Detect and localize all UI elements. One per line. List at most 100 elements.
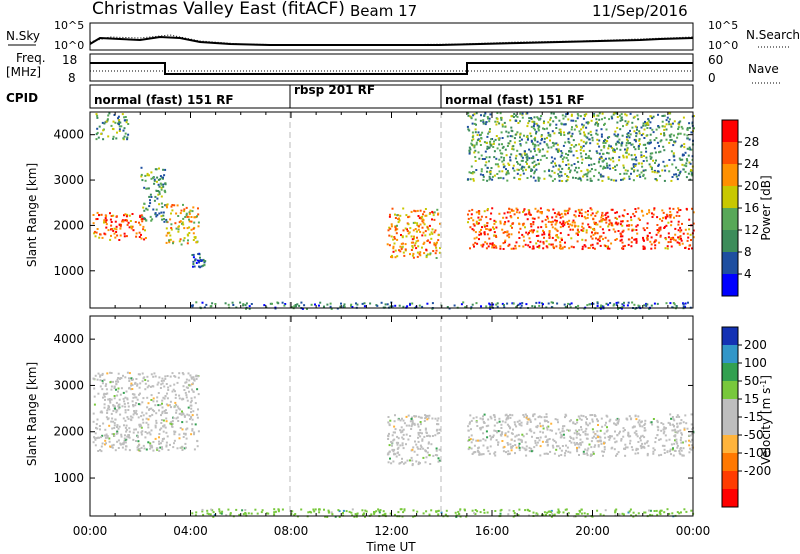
- scatter-cell-1: [162, 177, 164, 180]
- scatter-cell-8: [516, 149, 519, 152]
- scatter-cell-8: [530, 168, 533, 171]
- scatter-cell-7: [669, 238, 672, 241]
- scatter-cell-0: [99, 449, 102, 451]
- scatter-cell-8: [614, 134, 617, 137]
- scatter-cell-0: [121, 219, 124, 222]
- scatter-cell-1: [394, 453, 397, 456]
- scatter-cell-0: [172, 417, 175, 420]
- scatter-cell-0: [112, 404, 115, 407]
- scatter-cell-8: [601, 179, 604, 182]
- power-y-axis-label: Slant Range [km]: [25, 163, 39, 267]
- scatter-cell-7: [630, 216, 632, 219]
- scatter-cell-7: [570, 245, 573, 248]
- scatter-cell-8: [516, 131, 519, 134]
- scatter-cell-3: [550, 510, 552, 513]
- scatter-cell-0: [166, 435, 169, 438]
- scatter-cell-3: [379, 509, 382, 512]
- scatter-cell-4: [191, 254, 194, 256]
- scatter-cell-5: [480, 305, 482, 308]
- scatter-cell-1: [144, 179, 147, 182]
- scatter-cell-3: [338, 516, 341, 518]
- scatter-cell-7: [652, 213, 655, 216]
- scatter-cell-8: [618, 159, 621, 162]
- scatter-cell-2: [184, 216, 187, 218]
- scatter-cell-2: [509, 426, 512, 429]
- scatter-cell-8: [649, 165, 652, 168]
- scatter-cell-2: [598, 439, 601, 442]
- scatter-cell-0: [113, 227, 116, 230]
- scatter-cell-2: [500, 434, 503, 437]
- scatter-cell-8: [590, 168, 593, 170]
- scatter-cell-1: [158, 212, 161, 215]
- scatter-cell-7: [583, 215, 586, 218]
- scatter-cell-7: [648, 211, 651, 214]
- scatter-cell-1: [402, 462, 405, 465]
- scatter-cell-8: [655, 159, 657, 162]
- scatter-cell-8: [640, 126, 643, 129]
- scatter-cell-2: [599, 436, 602, 439]
- scatter-cell-6: [412, 229, 415, 232]
- scatter-cell-7: [577, 233, 579, 236]
- scatter-cell-2: [679, 439, 682, 442]
- scatter-cell-1: [421, 439, 424, 442]
- scatter-cell-8: [522, 169, 524, 172]
- scatter-cell-2: [493, 452, 496, 455]
- scatter-cell-2: [673, 419, 676, 422]
- scatter-cell-0: [154, 437, 157, 440]
- scatter-cell-2: [568, 429, 571, 432]
- scatter-cell-8: [627, 120, 630, 123]
- scatter-cell-1: [437, 423, 440, 426]
- scatter-cell-2: [474, 451, 477, 454]
- scatter-cell-7: [486, 233, 489, 236]
- scatter-cell-0: [189, 384, 192, 387]
- scatter-cell-2: [672, 418, 675, 421]
- scatter-cell-2: [189, 209, 192, 212]
- scatter-cell-8: [472, 179, 475, 182]
- scatter-cell-7: [692, 229, 695, 232]
- scatter-cell-7: [499, 220, 502, 223]
- scatter-cell-2: [532, 413, 535, 416]
- scatter-cell-2: [557, 428, 560, 431]
- scatter-cell-2: [544, 435, 547, 438]
- scatter-cell-0: [180, 413, 183, 416]
- scatter-cell-8: [561, 180, 564, 182]
- scatter-cell-1: [431, 417, 434, 420]
- scatter-cell-2: [536, 424, 539, 427]
- scatter-cell-1: [160, 176, 163, 179]
- scatter-cell-3: [547, 510, 550, 513]
- scatter-cell-7: [581, 238, 584, 241]
- scatter-cell-7: [635, 210, 638, 213]
- scatter-cell-6: [410, 241, 413, 244]
- scatter-cell-8: [637, 118, 640, 121]
- colorbar-cell: [722, 208, 738, 231]
- scatter-cell-3: [115, 137, 118, 140]
- scatter-cell-8: [513, 141, 516, 144]
- scatter-cell-3: [119, 121, 122, 124]
- scatter-cell-8: [553, 142, 556, 145]
- scatter-cell-3: [459, 509, 461, 512]
- scatter-cell-6: [419, 230, 422, 233]
- scatter-cell-3: [337, 509, 340, 512]
- scatter-cell-7: [674, 233, 677, 236]
- scatter-cell-0: [102, 396, 104, 399]
- scatter-cell-0: [100, 436, 103, 439]
- scatter-cell-2: [599, 429, 602, 432]
- scatter-cell-8: [598, 158, 601, 161]
- scatter-cell-8: [572, 176, 574, 179]
- scatter-cell-0: [186, 399, 189, 402]
- scatter-cell-8: [505, 154, 508, 157]
- scatter-cell-6: [424, 230, 427, 233]
- scatter-cell-1: [391, 444, 393, 447]
- scatter-cell-1: [436, 419, 439, 422]
- scatter-cell-7: [615, 221, 618, 224]
- scatter-cell-8: [515, 154, 518, 157]
- scatter-cell-2: [658, 438, 661, 441]
- scatter-cell-8: [513, 176, 516, 179]
- scatter-cell-2: [556, 445, 558, 448]
- scatter-cell-1: [140, 166, 143, 169]
- scatter-cell-8: [585, 121, 588, 124]
- scatter-cell-2: [674, 439, 676, 442]
- scatter-cell-7: [550, 243, 553, 246]
- scatter-cell-0: [136, 448, 139, 451]
- scatter-cell-3: [353, 515, 356, 518]
